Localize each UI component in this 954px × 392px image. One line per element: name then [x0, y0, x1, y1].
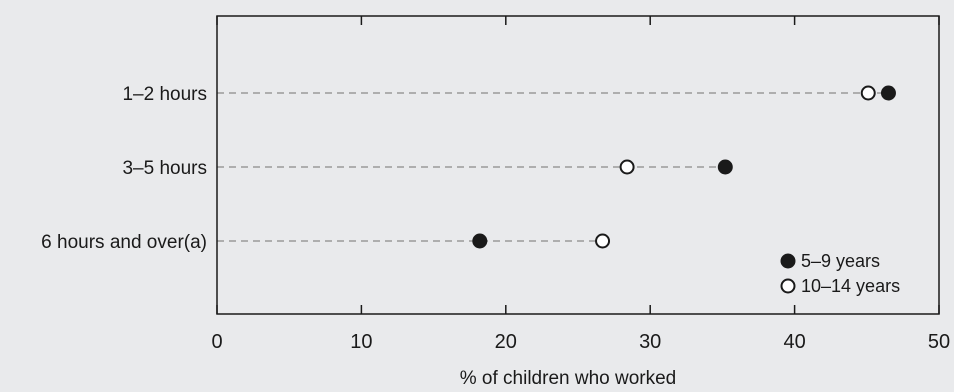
point-5-9-years — [472, 233, 488, 249]
category-label: 3–5 hours — [122, 158, 207, 179]
data-points — [472, 85, 896, 249]
x-axis-tick-labels: 0 10 20 30 40 50 — [211, 331, 950, 353]
legend-label: 5–9 years — [801, 251, 880, 271]
point-5-9-years — [717, 159, 733, 175]
legend-marker — [780, 253, 796, 269]
category-labels: 1–2 hours 3–5 hours 6 hours and over(a) — [41, 84, 207, 253]
x-tick-label: 40 — [783, 331, 805, 353]
x-axis-title: % of children who worked — [460, 368, 677, 389]
x-axis-ticks — [216, 16, 940, 314]
plot-frame — [216, 15, 940, 315]
legend: 5–9 years 10–14 years — [780, 251, 900, 296]
point-10-14-years — [619, 159, 635, 175]
point-5-9-years — [880, 85, 896, 101]
point-10-14-years — [595, 233, 611, 249]
point-10-14-years — [860, 85, 876, 101]
legend-marker — [780, 278, 796, 294]
legend-label: 10–14 years — [801, 276, 900, 296]
x-tick-label: 0 — [211, 331, 222, 353]
x-tick-label: 10 — [350, 331, 372, 353]
x-tick-label: 30 — [639, 331, 661, 353]
category-label: 1–2 hours — [122, 84, 207, 105]
category-label: 6 hours and over(a) — [41, 232, 207, 253]
x-tick-label: 20 — [495, 331, 517, 353]
category-guides — [217, 92, 889, 242]
x-tick-label: 50 — [928, 331, 950, 353]
